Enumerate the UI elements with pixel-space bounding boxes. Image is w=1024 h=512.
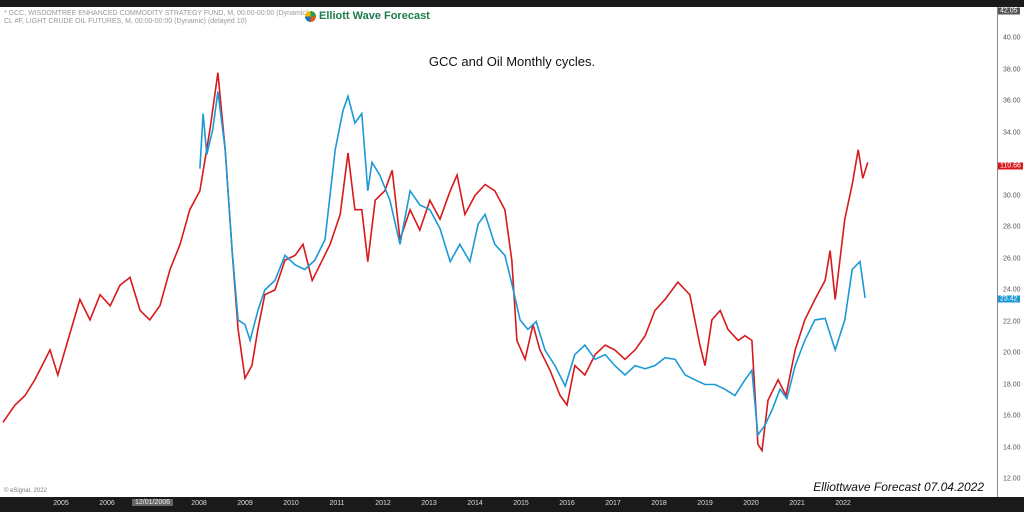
x-tick-label: 2017: [605, 500, 621, 507]
y-tick-label: 38.00: [1003, 66, 1021, 73]
x-tick-label: 2016: [559, 500, 575, 507]
series-line-clf: [2, 72, 869, 453]
x-tick-label: 2015: [513, 500, 529, 507]
x-tick-label: 2010: [283, 500, 299, 507]
y-tick-label: 30.00: [1003, 192, 1021, 199]
chart-frame: * GCC, WISDOMTREE ENHANCED COMMODITY STR…: [0, 7, 1024, 497]
x-tick-label: 2020: [743, 500, 759, 507]
x-tick-label: 2012: [375, 500, 391, 507]
symbol-legend: * GCC, WISDOMTREE ENHANCED COMMODITY STR…: [4, 10, 308, 26]
y-tick-label: 40.00: [1003, 34, 1021, 42]
x-tick-label: 2013: [421, 500, 437, 507]
copyright: © eSignal, 2022: [4, 488, 47, 494]
y-tick-label: 20.00: [1003, 349, 1021, 357]
legend-gcc: * GCC, WISDOMTREE ENHANCED COMMODITY STR…: [4, 10, 309, 17]
last-price-tag: 110.66: [998, 162, 1023, 170]
brand-name: Elliott Wave Forecast: [319, 10, 430, 22]
x-cursor-label: 12/01/2006: [132, 499, 174, 506]
chart-title: GCC and Oil Monthly cycles.: [428, 54, 596, 69]
x-tick-label: 2011: [329, 500, 345, 507]
x-axis[interactable]: 12/01/2006 2005 2006 2008 2009 2010 2011 2012 2…: [0, 497, 1024, 512]
y-tick-label: 16.00: [1003, 412, 1021, 420]
y-tick-label: 34.00: [1003, 129, 1021, 136]
series-line-gcc: [199, 91, 866, 438]
y-tick-label: 12.00: [1003, 475, 1021, 483]
date-stamp: Elliottwave Forecast 07.04.2022: [813, 480, 984, 494]
legend-cl: CL #F, LIGHT CRUDE OIL FUTURES, M, 00:00…: [4, 18, 247, 25]
brand-icon: [305, 10, 316, 22]
x-tick-label: 2005: [53, 500, 69, 507]
y-tick-label: 14.00: [1003, 444, 1021, 451]
x-tick-label: 2014: [467, 500, 483, 507]
x-tick-label: 2022: [835, 500, 851, 507]
y-tick-label: 18.00: [1003, 381, 1021, 388]
y-tick-label: 28.00: [1003, 223, 1021, 231]
x-tick-label: 2018: [651, 500, 667, 507]
y-tick-label: 26.00: [1003, 255, 1021, 262]
x-tick-label: 2009: [237, 500, 253, 507]
price-chart: [2, 72, 869, 453]
x-tick-label: 2006: [99, 500, 115, 507]
y-top-label: 42.05: [998, 7, 1020, 15]
plot-area[interactable]: [0, 7, 998, 497]
x-tick-label: 2008: [191, 500, 207, 507]
x-tick-label: 2019: [697, 500, 713, 507]
y-tick-label: 36.00: [1003, 97, 1021, 105]
brand-logo: Elliott Wave Forecast: [305, 10, 430, 22]
last-price-tag: 23.42: [998, 295, 1020, 303]
y-tick-label: 22.00: [1003, 318, 1021, 325]
x-tick-label: 2021: [789, 500, 805, 507]
y-tick-label: 24.00: [1003, 286, 1021, 294]
